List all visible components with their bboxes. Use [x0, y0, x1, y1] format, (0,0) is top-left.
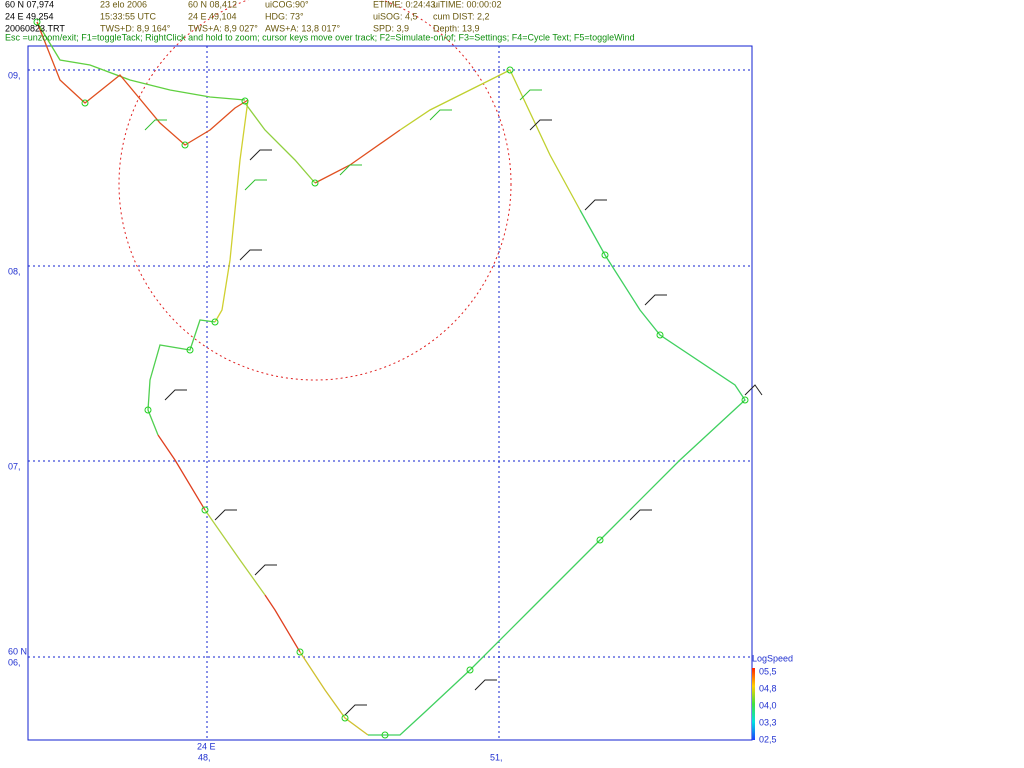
wind-mark — [239, 249, 262, 261]
header-text: uiTIME: 00:00:02 — [433, 0, 502, 9]
legend-label: 04,8 — [759, 683, 777, 693]
track-segment — [157, 434, 206, 511]
legend-bar — [752, 668, 755, 740]
track-point — [33, 18, 41, 26]
track — [36, 21, 746, 736]
wind-mark — [744, 384, 763, 396]
track-point — [506, 66, 514, 74]
track-point — [741, 396, 749, 404]
header-text: 15:33:55 UTC — [100, 11, 157, 21]
track-point — [81, 99, 89, 107]
x-axis-prefix: 24 E — [197, 741, 216, 751]
x-tick-label: 48, — [198, 752, 211, 762]
track-segment — [314, 129, 401, 184]
wind-marks — [164, 119, 763, 716]
track-point — [241, 97, 249, 105]
track-segment — [36, 21, 246, 101]
header-text: HDG: 73° — [265, 11, 304, 21]
legend-label: 04,0 — [759, 700, 777, 710]
wind-mark — [429, 109, 452, 121]
axis-labels: 09, 08, 07, 60 N 06, 24 E 48, 51, — [8, 70, 503, 762]
track-segment — [368, 209, 746, 736]
wind-mark — [584, 199, 607, 211]
track-segment — [36, 21, 249, 146]
track-segment — [399, 69, 581, 211]
wind-mark — [164, 389, 187, 401]
track-point — [601, 251, 609, 259]
grid — [28, 46, 752, 740]
track-point — [181, 141, 189, 149]
track-point — [201, 506, 209, 514]
wind-mark — [529, 119, 552, 131]
wind-mark — [144, 119, 167, 131]
y-tick-label: 06, — [8, 657, 21, 667]
track-point — [311, 179, 319, 187]
wind-mark — [339, 164, 362, 176]
wind-mark — [344, 704, 367, 716]
wind-mark — [214, 509, 237, 521]
track-segment — [264, 594, 301, 653]
header-text: 20060823.TRT — [5, 23, 65, 33]
track-point — [144, 406, 152, 414]
wind-mark — [249, 149, 272, 161]
help-text: Esc =unzoom/exit; F1=toggleTack; RightCl… — [5, 32, 635, 42]
track-segment — [299, 651, 369, 736]
header-text: TWS+A: 8,9 027° — [188, 23, 258, 33]
track-point — [656, 331, 664, 339]
header-text: TWS+D: 8,9 164° — [100, 23, 171, 33]
wind-mark — [254, 564, 277, 576]
header-text: Depth: 13,9 — [433, 23, 480, 33]
wind-mark — [474, 679, 497, 691]
wind-mark — [519, 89, 542, 101]
legend-label: 05,5 — [759, 666, 777, 676]
legend-title: LogSpeed — [752, 653, 793, 663]
y-tick-label: 08, — [8, 266, 21, 276]
track-point — [381, 731, 389, 739]
header-text: 24 E 49,104 — [188, 11, 237, 21]
header-text: 23 elo 2006 — [100, 0, 147, 9]
header-text: 60 N 08,412 — [188, 0, 237, 9]
track-point — [466, 666, 474, 674]
track-segment — [204, 509, 266, 596]
header-text: 60 N 07,974 — [5, 0, 54, 9]
y-tick-label: 07, — [8, 461, 21, 471]
track-segment — [214, 99, 249, 323]
header-text: cum DIST: 2,2 — [433, 11, 490, 21]
track-point — [186, 346, 194, 354]
track-point — [296, 648, 304, 656]
track-point — [596, 536, 604, 544]
legend-label: 02,5 — [759, 734, 777, 744]
y-axis-prefix: 60 N — [8, 646, 27, 656]
track-segment — [244, 102, 316, 184]
track-point — [211, 318, 219, 326]
zoom-circle — [118, 0, 512, 381]
wind-mark — [244, 179, 267, 191]
header-text: AWS+A: 13,8 017° — [265, 23, 340, 33]
header-text: SPD: 3,9 — [373, 23, 409, 33]
wind-marks-true — [144, 89, 542, 191]
x-tick-label: 51, — [490, 752, 503, 762]
wind-mark — [644, 294, 667, 306]
legend: LogSpeed 05,5 04,8 04,0 03,3 02,5 — [752, 653, 793, 744]
header-text: uiCOG:90° — [265, 0, 309, 9]
legend-label: 03,3 — [759, 717, 777, 727]
header: 60 N 07,974 23 elo 2006 60 N 08,412 uiCO… — [5, 0, 635, 42]
plot-frame — [27, 45, 753, 741]
header-text: uiSOG: 4,5 — [373, 11, 418, 21]
header-text: 24 E 49,254 — [5, 11, 54, 21]
track-points — [33, 18, 749, 739]
y-tick-label: 09, — [8, 70, 21, 80]
track-segment — [147, 319, 216, 436]
header-text: ETIME: 0:24:43 — [373, 0, 436, 9]
wind-mark — [629, 509, 652, 521]
